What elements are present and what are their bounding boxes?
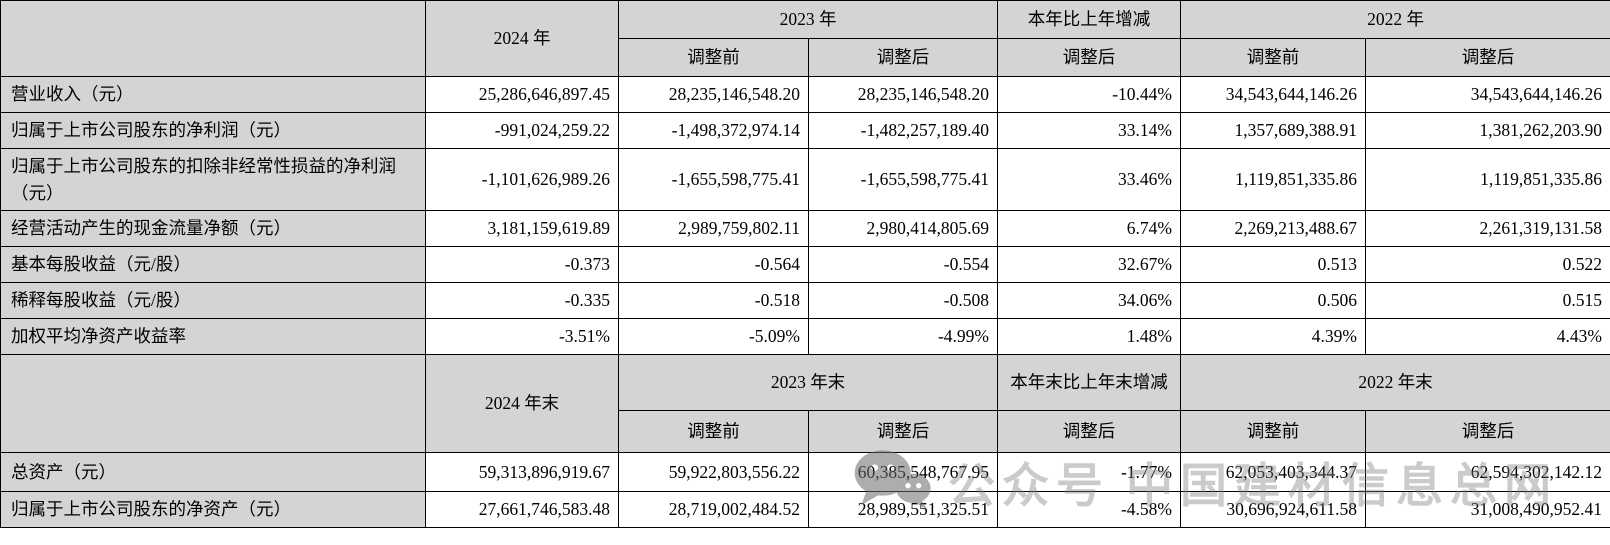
table-row: 基本每股收益（元/股） -0.373 -0.564 -0.554 32.67% … [0, 246, 1610, 283]
subheader-2023-after: 调整后 [808, 38, 998, 77]
col-header-2023-end: 2023 年末 [618, 354, 998, 411]
cell-value: 59,922,803,556.22 [618, 452, 809, 492]
table-row: 归属于上市公司股东的净资产（元） 27,661,746,583.48 28,71… [0, 491, 1610, 528]
subheader-2023-end-before: 调整前 [618, 410, 809, 453]
row-label: 归属于上市公司股东的扣除非经常性损益的净利润（元） [0, 148, 426, 211]
cell-value: -1,498,372,974.14 [618, 112, 809, 149]
cell-value: 33.14% [997, 112, 1181, 149]
row-label: 经营活动产生的现金流量净额（元） [0, 210, 426, 247]
cell-value: 2,269,213,488.67 [1180, 210, 1366, 247]
cell-value: 0.515 [1365, 282, 1610, 319]
cell-value: -0.564 [618, 246, 809, 283]
cell-value: -0.373 [425, 246, 619, 283]
cell-value: 34.06% [997, 282, 1181, 319]
cell-value: 1,357,689,388.91 [1180, 112, 1366, 149]
cell-value: 2,261,319,131.58 [1365, 210, 1610, 247]
cell-value: 60,385,548,767.95 [808, 452, 998, 492]
table-subheader-row-2: 调整前 调整后 调整后 调整前 调整后 [1, 410, 1610, 453]
cell-value: 62,594,302,142.12 [1365, 452, 1610, 492]
row-label: 加权平均净资产收益率 [0, 318, 426, 355]
corner-cell [0, 0, 426, 77]
cell-value: -1,482,257,189.40 [808, 112, 998, 149]
cell-value: 2,980,414,805.69 [808, 210, 998, 247]
subheader-2023-end-after: 调整后 [808, 410, 998, 453]
table-row: 归属于上市公司股东的扣除非经常性损益的净利润（元） -1,101,626,989… [0, 148, 1610, 211]
cell-value: -3.51% [425, 318, 619, 355]
subheader-2022-before: 调整前 [1180, 38, 1366, 77]
col-header-2024: 2024 年 [425, 0, 619, 77]
cell-value: 1.48% [997, 318, 1181, 355]
subheader-2023-before: 调整前 [618, 38, 809, 77]
table-row: 营业收入（元） 25,286,646,897.45 28,235,146,548… [0, 76, 1610, 113]
cell-value: -4.58% [997, 491, 1181, 528]
col-header-yoy-change: 本年比上年增减 [997, 0, 1181, 39]
cell-value: 0.522 [1365, 246, 1610, 283]
subheader-2022-end-before: 调整前 [1180, 410, 1366, 453]
table-row: 总资产（元） 59,313,896,919.67 59,922,803,556.… [0, 452, 1610, 492]
cell-value: -1,655,598,775.41 [808, 148, 998, 211]
subheader-change-after: 调整后 [997, 38, 1181, 77]
cell-value: 27,661,746,583.48 [425, 491, 619, 528]
cell-value: 3,181,159,619.89 [425, 210, 619, 247]
table-subheader-row-1: 调整前 调整后 调整后 调整前 调整后 [1, 38, 1610, 77]
cell-value: 28,719,002,484.52 [618, 491, 809, 528]
cell-value: -0.335 [425, 282, 619, 319]
cell-value: -991,024,259.22 [425, 112, 619, 149]
cell-value: -1,655,598,775.41 [618, 148, 809, 211]
row-label: 归属于上市公司股东的净资产（元） [0, 491, 426, 528]
cell-value: 34,543,644,146.26 [1180, 76, 1366, 113]
subheader-2022-after: 调整后 [1365, 38, 1610, 77]
row-label: 营业收入（元） [0, 76, 426, 113]
col-header-yoy-end-change: 本年末比上年末增减 [997, 354, 1181, 411]
table-header-row-1: 2024 年 2023 年 本年比上年增减 2022 年 [0, 0, 1610, 77]
cell-value: -0.554 [808, 246, 998, 283]
cell-value: 0.506 [1180, 282, 1366, 319]
cell-value: -0.518 [618, 282, 809, 319]
cell-value: 1,119,851,335.86 [1365, 148, 1610, 211]
table-row: 稀释每股收益（元/股） -0.335 -0.518 -0.508 34.06% … [0, 282, 1610, 319]
cell-value: 4.43% [1365, 318, 1610, 355]
cell-value: 59,313,896,919.67 [425, 452, 619, 492]
row-label: 基本每股收益（元/股） [0, 246, 426, 283]
cell-value: -5.09% [618, 318, 809, 355]
table-row: 加权平均净资产收益率 -3.51% -5.09% -4.99% 1.48% 4.… [0, 318, 1610, 355]
cell-value: 28,989,551,325.51 [808, 491, 998, 528]
cell-value: -1,101,626,989.26 [425, 148, 619, 211]
cell-value: 6.74% [997, 210, 1181, 247]
cell-value: -0.508 [808, 282, 998, 319]
cell-value: 31,008,490,952.41 [1365, 491, 1610, 528]
corner-cell-2 [0, 354, 426, 453]
cell-value: 0.513 [1180, 246, 1366, 283]
cell-value: -10.44% [997, 76, 1181, 113]
cell-value: 1,381,262,203.90 [1365, 112, 1610, 149]
cell-value: 2,989,759,802.11 [618, 210, 809, 247]
cell-value: -1.77% [997, 452, 1181, 492]
subheader-2022-end-after: 调整后 [1365, 410, 1610, 453]
cell-value: 33.46% [997, 148, 1181, 211]
subheader-end-change-after: 调整后 [997, 410, 1181, 453]
cell-value: 32.67% [997, 246, 1181, 283]
row-label: 归属于上市公司股东的净利润（元） [0, 112, 426, 149]
cell-value: 28,235,146,548.20 [808, 76, 998, 113]
row-label: 总资产（元） [0, 452, 426, 492]
cell-value: 4.39% [1180, 318, 1366, 355]
col-header-2022: 2022 年 [1180, 0, 1610, 39]
cell-value: 1,119,851,335.86 [1180, 148, 1366, 211]
table-row: 经营活动产生的现金流量净额（元） 3,181,159,619.89 2,989,… [0, 210, 1610, 247]
col-header-2024-end: 2024 年末 [425, 354, 619, 453]
financial-summary-table: 2024 年 2023 年 本年比上年增减 2022 年 调整前 调整后 调整后… [0, 0, 1610, 528]
row-label: 稀释每股收益（元/股） [0, 282, 426, 319]
cell-value: 25,286,646,897.45 [425, 76, 619, 113]
cell-value: 28,235,146,548.20 [618, 76, 809, 113]
col-header-2022-end: 2022 年末 [1180, 354, 1610, 411]
cell-value: 34,543,644,146.26 [1365, 76, 1610, 113]
table-row: 归属于上市公司股东的净利润（元） -991,024,259.22 -1,498,… [0, 112, 1610, 149]
cell-value: 62,053,403,344.37 [1180, 452, 1366, 492]
cell-value: 30,696,924,611.58 [1180, 491, 1366, 528]
cell-value: -4.99% [808, 318, 998, 355]
table-header-row-2: 2024 年末 2023 年末 本年末比上年末增减 2022 年末 [0, 354, 1610, 453]
col-header-2023: 2023 年 [618, 0, 998, 39]
